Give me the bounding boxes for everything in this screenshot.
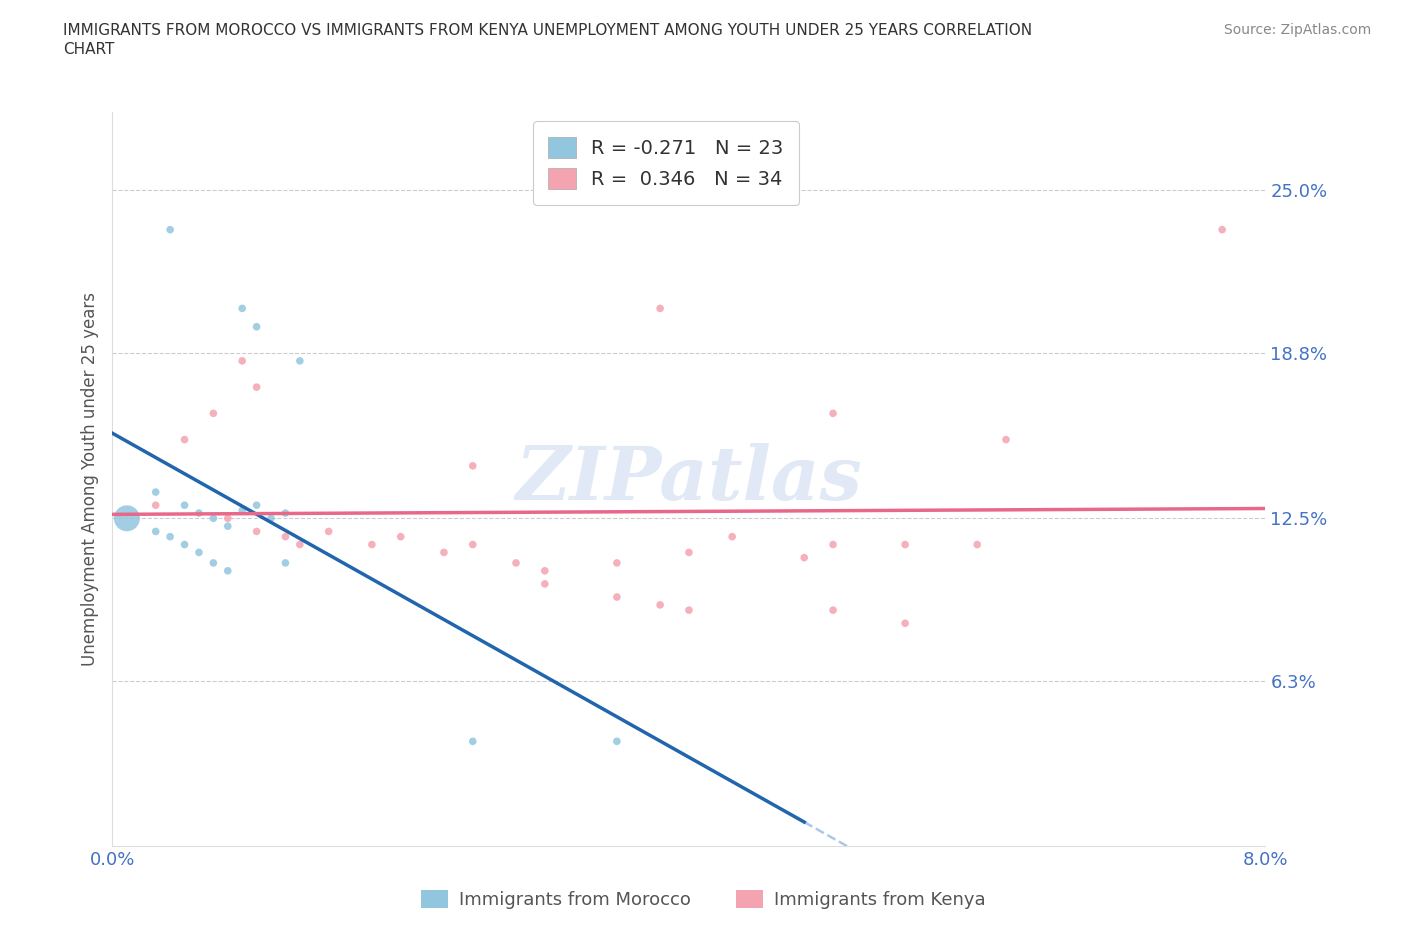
- Point: [389, 529, 412, 544]
- Point: [894, 538, 917, 552]
- Point: [274, 529, 297, 544]
- Point: [505, 555, 527, 570]
- Point: [274, 506, 297, 521]
- Point: [648, 597, 672, 612]
- Legend: R = -0.271   N = 23, R =  0.346   N = 34: R = -0.271 N = 23, R = 0.346 N = 34: [533, 121, 799, 205]
- Point: [231, 503, 253, 518]
- Point: [1211, 222, 1233, 237]
- Point: [202, 555, 225, 570]
- Point: [246, 319, 269, 334]
- Point: [533, 577, 555, 591]
- Point: [159, 529, 181, 544]
- Point: [821, 603, 844, 618]
- Point: [678, 545, 700, 560]
- Point: [188, 545, 211, 560]
- Text: Source: ZipAtlas.com: Source: ZipAtlas.com: [1223, 23, 1371, 37]
- Point: [188, 506, 211, 521]
- Point: [433, 545, 456, 560]
- Text: CHART: CHART: [63, 42, 115, 57]
- Point: [894, 616, 917, 631]
- Point: [678, 603, 700, 618]
- Text: ZIPatlas: ZIPatlas: [516, 443, 862, 515]
- Point: [173, 498, 195, 512]
- Point: [115, 511, 138, 525]
- Point: [360, 538, 382, 552]
- Point: [231, 301, 253, 316]
- Point: [145, 498, 167, 512]
- Point: [318, 524, 340, 538]
- Point: [246, 379, 269, 394]
- Point: [231, 353, 253, 368]
- Legend: Immigrants from Morocco, Immigrants from Kenya: Immigrants from Morocco, Immigrants from…: [413, 883, 993, 916]
- Point: [217, 519, 239, 534]
- Point: [173, 538, 195, 552]
- Point: [246, 498, 269, 512]
- Point: [461, 734, 484, 749]
- Point: [606, 555, 628, 570]
- Text: IMMIGRANTS FROM MOROCCO VS IMMIGRANTS FROM KENYA UNEMPLOYMENT AMONG YOUTH UNDER : IMMIGRANTS FROM MOROCCO VS IMMIGRANTS FR…: [63, 23, 1032, 38]
- Point: [648, 301, 672, 316]
- Point: [159, 222, 181, 237]
- Point: [260, 511, 283, 525]
- Point: [461, 538, 484, 552]
- Point: [217, 511, 239, 525]
- Point: [173, 432, 195, 447]
- Point: [288, 353, 311, 368]
- Point: [606, 734, 628, 749]
- Y-axis label: Unemployment Among Youth under 25 years: Unemployment Among Youth under 25 years: [80, 292, 98, 666]
- Point: [202, 405, 225, 420]
- Point: [145, 485, 167, 499]
- Point: [274, 555, 297, 570]
- Point: [246, 524, 269, 538]
- Point: [821, 538, 844, 552]
- Point: [202, 511, 225, 525]
- Point: [793, 551, 815, 565]
- Point: [533, 564, 555, 578]
- Point: [721, 529, 744, 544]
- Point: [821, 405, 844, 420]
- Point: [145, 524, 167, 538]
- Point: [995, 432, 1018, 447]
- Point: [606, 590, 628, 604]
- Point: [966, 538, 988, 552]
- Point: [217, 564, 239, 578]
- Point: [461, 458, 484, 473]
- Point: [288, 538, 311, 552]
